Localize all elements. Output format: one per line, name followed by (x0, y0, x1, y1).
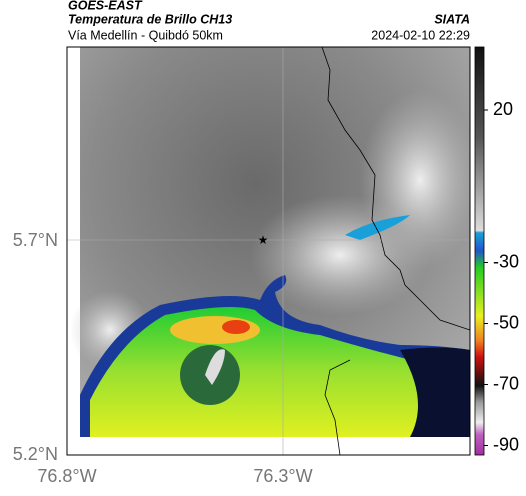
colorbar-tick-label: -90 (493, 434, 519, 454)
colorbar-tick-label: 20 (493, 99, 513, 119)
colorbar-tick-label: -70 (493, 373, 519, 393)
subtitle: Vía Medellín - Quibdó 50km (68, 28, 223, 42)
timestamp: 2024-02-10 22:29 (371, 28, 470, 42)
colorbar (474, 46, 485, 456)
lon-label: 76.3°W (253, 466, 312, 486)
lon-label: 76.8°W (37, 466, 96, 486)
source: SIATA (434, 12, 470, 26)
lat-label: 5.7°N (13, 230, 58, 250)
product: GOES-EAST (68, 0, 143, 12)
colorbar-tick-label: -30 (493, 251, 519, 271)
colorbar-tick-label: -50 (493, 312, 519, 332)
lat-label: 5.2°N (13, 444, 58, 464)
imagery: ★ (67, 47, 470, 455)
svg-text:★: ★ (258, 233, 269, 247)
title: Temperatura de Brillo CH13 (68, 12, 232, 26)
